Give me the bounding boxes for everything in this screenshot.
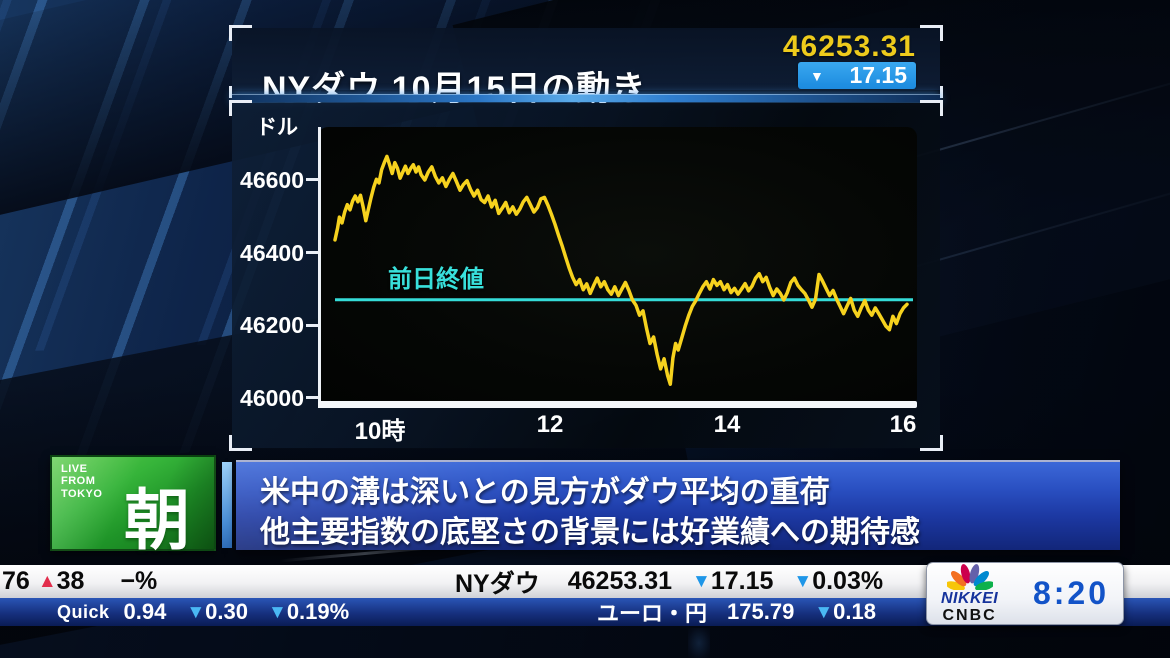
ticker-change: 38 [56,567,85,595]
bracket-corner-icon [229,435,252,451]
ticker-name: ユーロ・円 [597,601,708,626]
x-axis-bar [318,401,917,408]
ticker-item-euroyen: ユーロ・円 175.79 ▼ 0.18 [597,598,876,626]
nbc-peacock-icon [946,563,993,590]
headline-banner: 米中の溝は深いとの見方がダウ平均の重荷 他主要指数の底堅さの背景には好業績への期… [236,460,1120,550]
x-tick-label: 10時 [354,418,406,445]
index-change-value: 17.15 [849,62,907,88]
y-tick-label: 46200 [240,312,304,338]
y-tick-label: 46000 [240,385,304,411]
program-name-asa: 朝 [124,483,190,557]
y-tick-mark [306,324,319,327]
headline-line-2: 他主要指数の底堅さの背景には好業績への期待感 [260,516,920,549]
clock: 8:20 [1032,575,1109,611]
station-logo: NIKKEI CNBC [941,563,999,624]
price-chart [333,154,913,386]
bracket-corner-icon [229,100,252,116]
ticker-item-nydow: NYダウ 46253.31 ▼ 17.15 ▼ 0.03% [455,565,883,598]
down-triangle-icon: ▼ [793,571,813,592]
tokyo-word: TOKYO [61,487,103,500]
ticker-change: 17.15 [710,567,774,595]
ticker-change: 0.18 [833,599,876,624]
headline-accent-stripe [222,462,232,548]
cnbc-wordmark: CNBC [942,606,997,624]
previous-close-label: 前日終値 [388,266,484,293]
x-tick-label: 14 [713,411,741,438]
down-triangle-icon: ▼ [692,571,711,592]
ticker-percent: 0.19% [286,599,350,624]
y-tick-mark [306,396,319,399]
quick-logo: Quick [57,601,110,622]
bracket-corner-icon [229,25,252,41]
bracket-corner-icon [920,25,943,41]
nikkei-wordmark: NIKKEI [941,589,999,607]
ticker-value: 46253.31 [567,567,673,595]
ticker-item-quick: Quick 0.94 ▼ 0.30 ▼ 0.19% [57,598,349,626]
y-tick-mark [306,178,319,181]
ticker-value: 76 [2,567,30,595]
down-triangle-icon: ▼ [268,601,287,623]
index-value: 46253.31 [782,30,916,63]
plot-area [318,127,917,408]
live-from-tokyo-label: LIVE FROM TOKYO [61,463,102,500]
ticker-percent: −% [120,567,158,595]
bracket-corner-icon [920,435,943,451]
price-line [333,154,909,386]
y-axis-line [318,127,321,408]
y-tick-label: 46400 [240,240,304,266]
from-word: FROM [61,475,96,488]
chart-panel: ドル 46600 46400 46200 46000 前日終値 10時 12 1… [229,100,943,451]
glow-separator-bar [232,94,940,102]
y-axis-unit-label: ドル [256,116,298,139]
down-triangle-icon: ▼ [810,67,824,84]
ticker-value: 0.94 [123,599,167,624]
station-id-box: NIKKEI CNBC 8:20 [926,562,1124,625]
y-tick-label: 46600 [240,167,304,193]
chart-title-panel: NYダウ 10月15日の動き 46253.31 ▼ 17.15 [229,25,943,108]
down-triangle-icon: ▼ [814,601,834,623]
ticker-value: 175.79 [727,599,795,624]
index-change-badge: ▼ 17.15 [798,62,916,89]
down-triangle-icon: ▼ [186,601,206,623]
ticker-percent: 0.03% [812,567,884,595]
ticker-change: 0.30 [205,599,248,624]
ticker-item-left: 76 ▲ 38 −% [2,565,157,598]
bracket-corner-icon [920,100,943,116]
ticker-name: NYダウ [455,569,540,598]
x-tick-label: 16 [889,411,917,438]
up-triangle-icon: ▲ [37,571,57,592]
live-from-tokyo-badge: LIVE FROM TOKYO 朝 [50,455,216,557]
x-tick-label: 12 [536,411,564,438]
headline-line-1: 米中の溝は深いとの見方がダウ平均の重荷 [260,476,830,509]
live-word: LIVE [61,463,88,475]
y-tick-mark [306,251,319,254]
